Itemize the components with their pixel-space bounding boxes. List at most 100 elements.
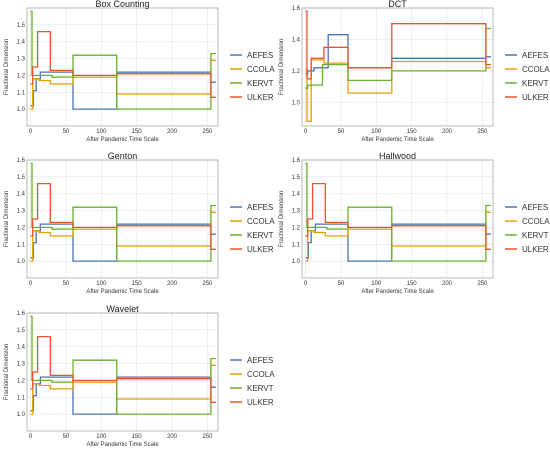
x-tick-label: 200: [442, 129, 453, 135]
y-tick-label: 1.1: [17, 395, 26, 401]
legend-label-aefes: AEFES: [247, 51, 273, 60]
y-axis-label: Fractional Dimension: [4, 191, 10, 247]
y-tick-label: 1.2: [292, 225, 301, 231]
legend-label-ulker: ULKER: [522, 245, 549, 254]
y-tick-label: 1.4: [17, 345, 26, 351]
x-tick-label: 200: [167, 281, 178, 287]
x-tick-label: 0: [304, 281, 308, 287]
x-tick-label: 150: [132, 129, 143, 135]
chart-box-counting: 0 50 100 150 200 250 1.0 1.1 1.2 1.3 1.4 1.5 AEFES CC…: [0, 0, 275, 150]
x-axis-label: After Pandemic Time Scale: [86, 289, 159, 295]
legend-label-ulker: ULKER: [247, 245, 274, 254]
y-axis-label: Fractional Dimension: [4, 344, 10, 400]
series-line-kervt: [30, 315, 216, 415]
series-line-ccola: [30, 59, 216, 110]
y-tick-label: 1.5: [17, 175, 26, 181]
y-axis-label: Fractional Dimension: [279, 39, 285, 95]
x-tick-label: 250: [202, 281, 213, 287]
legend-label-aefes: AEFES: [522, 51, 548, 60]
y-tick-label: 1.3: [292, 209, 301, 215]
legend-label-ccola: CCOLA: [247, 217, 275, 226]
x-tick-label: 100: [371, 281, 382, 287]
chart-hallwood: 0 50 100 150 200 250 1.0 1.1 1.2 1.3 1.4 1.5 1.6 AEFE…: [275, 151, 550, 302]
y-tick-label: 1.5: [17, 328, 26, 334]
x-axis-label: After Pandemic Time Scale: [86, 137, 159, 143]
chart-title: Wavelet: [106, 304, 139, 314]
y-tick-label: 1.2: [17, 225, 26, 231]
series-line-kervt: [30, 162, 216, 262]
y-tick-label: 1.6: [17, 311, 26, 317]
y-axis-label: Fractional Dimension: [279, 191, 285, 247]
series-line-ccola: [305, 211, 491, 262]
chart-svg: 0 50 100 150 200 250 1.0 1.1 1.2 1.3 1.4 1.5 AEFES CC…: [4, 0, 275, 143]
series-line-ulker: [305, 10, 491, 80]
x-tick-label: 50: [63, 281, 70, 287]
y-tick-label: 1.4: [292, 37, 301, 43]
x-tick-label: 0: [29, 434, 33, 440]
legend-label-kervt: KERVT: [522, 231, 549, 240]
x-tick-label: 0: [29, 281, 33, 287]
y-tick-label: 1.2: [17, 378, 26, 384]
y-tick-label: 1.0: [17, 107, 26, 113]
chart-svg: 0 50 100 150 200 250 1.0 1.2 1.4 1.6 AEFES CCOLA KER…: [279, 0, 550, 143]
y-tick-label: 1.3: [17, 57, 26, 63]
y-axis-label: Fractional Dimension: [4, 39, 10, 95]
y-tick-label: 1.3: [17, 209, 26, 215]
y-tick-label: 1.2: [292, 69, 301, 75]
x-tick-label: 200: [167, 129, 178, 135]
x-tick-label: 250: [202, 434, 213, 440]
plot-frame: [26, 312, 219, 432]
legend-label-kervt: KERVT: [247, 231, 274, 240]
x-tick-label: 100: [96, 434, 107, 440]
legend-label-kervt: KERVT: [522, 79, 549, 88]
x-tick-label: 0: [29, 129, 33, 135]
y-tick-label: 1.5: [17, 23, 26, 29]
series-line-aefes: [305, 223, 491, 262]
x-tick-label: 100: [96, 281, 107, 287]
y-tick-label: 1.0: [17, 259, 26, 265]
plot-frame: [301, 159, 494, 279]
y-tick-label: 1.1: [17, 90, 26, 96]
legend-label-kervt: KERVT: [247, 384, 274, 393]
x-tick-label: 250: [477, 129, 488, 135]
legend-label-aefes: AEFES: [247, 356, 273, 365]
series-line-ulker: [305, 182, 491, 250]
legend-label-ccola: CCOLA: [247, 65, 275, 74]
y-tick-label: 1.1: [292, 242, 301, 248]
series-line-aefes: [30, 376, 216, 415]
series-line-ulker: [30, 182, 216, 250]
series-line-ccola: [305, 59, 491, 122]
legend-label-aefes: AEFES: [522, 203, 548, 212]
x-tick-label: 250: [477, 281, 488, 287]
chart-title: Hallwood: [379, 151, 416, 161]
legend-label-aefes: AEFES: [247, 203, 273, 212]
series-line-aefes: [30, 223, 216, 262]
chart-svg: 0 50 100 150 200 250 1.0 1.1 1.2 1.3 1.4 1.5 1.6 AEFE…: [279, 151, 550, 295]
legend-label-kervt: KERVT: [247, 79, 274, 88]
series-line-aefes: [30, 71, 216, 110]
x-tick-label: 150: [407, 281, 418, 287]
legend-label-ulker: ULKER: [247, 398, 274, 407]
y-tick-label: 1.6: [292, 6, 301, 12]
legend-label-ulker: ULKER: [522, 93, 549, 102]
x-tick-label: 50: [63, 434, 70, 440]
y-tick-label: 1.6: [292, 158, 301, 164]
plot-frame: [26, 159, 219, 279]
x-tick-label: 0: [304, 129, 308, 135]
y-tick-label: 1.1: [17, 242, 26, 248]
x-tick-label: 50: [338, 281, 345, 287]
y-tick-label: 1.0: [17, 412, 26, 418]
x-tick-label: 150: [407, 129, 418, 135]
legend-label-ulker: ULKER: [247, 93, 274, 102]
x-tick-label: 50: [338, 129, 345, 135]
x-tick-label: 50: [63, 129, 70, 135]
y-tick-label: 1.3: [17, 362, 26, 368]
x-tick-label: 150: [132, 281, 143, 287]
series-line-kervt: [30, 10, 216, 110]
y-tick-label: 1.4: [292, 192, 301, 198]
chart-title: Genton: [108, 151, 138, 161]
y-tick-label: 1.5: [292, 175, 301, 181]
y-tick-label: 1.6: [17, 158, 26, 164]
chart-genton: 0 50 100 150 200 250 1.0 1.1 1.2 1.3 1.4 1.5 1.6 AEFE…: [0, 151, 275, 302]
legend-label-ccola: CCOLA: [522, 65, 550, 74]
